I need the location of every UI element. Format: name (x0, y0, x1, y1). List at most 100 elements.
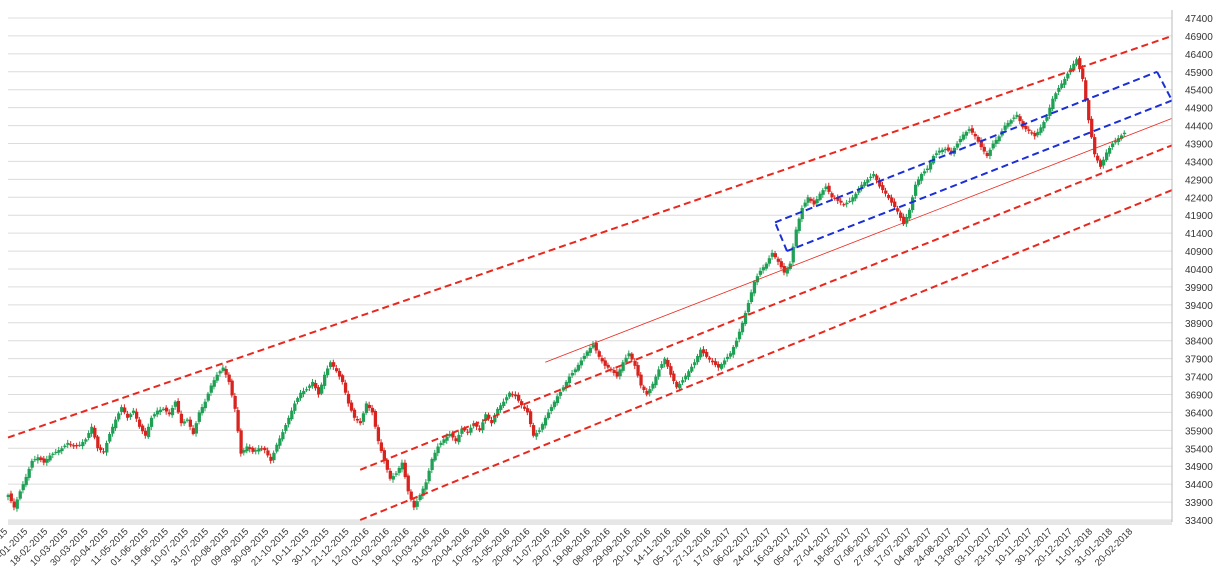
candle-body (1075, 59, 1079, 65)
candle-body (224, 369, 228, 375)
candle-body (117, 413, 121, 420)
y-tick-label: 38400 (1185, 337, 1213, 348)
candle-body (651, 383, 655, 389)
candle-body (702, 349, 706, 354)
candle-body (687, 371, 691, 378)
candle-body (185, 419, 190, 421)
candle-body (934, 153, 939, 155)
candle-body (925, 168, 930, 171)
candle-body (1054, 93, 1058, 99)
candle-body (478, 428, 482, 431)
candle-body (696, 355, 700, 363)
candle-body (132, 410, 136, 414)
channel-box-line (774, 70, 1158, 224)
candle-body (6, 494, 10, 498)
candle-body (579, 360, 583, 366)
candle-body (155, 410, 160, 415)
candle-body (475, 422, 479, 427)
y-tick-label: 45900 (1185, 68, 1213, 79)
candle-body (143, 430, 148, 436)
candle-body (818, 193, 822, 200)
candle-body (379, 442, 384, 451)
candle-body (1057, 87, 1061, 92)
y-tick-label: 42400 (1185, 193, 1213, 204)
candle-body (305, 389, 309, 391)
candle-body (588, 347, 592, 353)
candle-body (1081, 68, 1085, 79)
candle-body (299, 392, 303, 399)
candle-body (33, 459, 37, 461)
candle-body (320, 384, 324, 394)
candle-body (308, 385, 312, 388)
candle-body (451, 432, 455, 438)
candle-body (612, 370, 616, 373)
candle-body (899, 212, 903, 218)
candle-body (403, 462, 407, 477)
candle-body (603, 360, 607, 366)
candle-body (400, 462, 404, 470)
candle-body (254, 450, 258, 452)
candle-body (922, 171, 927, 174)
candle-body (448, 433, 452, 437)
candle-body (600, 358, 604, 362)
candle-body (331, 362, 336, 367)
candle-body (93, 427, 97, 438)
y-tick-label: 35900 (1185, 426, 1213, 437)
candle-body (669, 366, 673, 375)
candle-body (394, 473, 398, 475)
candle-body (340, 375, 345, 382)
candle-body (281, 432, 285, 440)
candle-body (123, 407, 127, 413)
trend-line (545, 118, 1173, 363)
candle-body (943, 148, 948, 151)
candle-body (460, 428, 464, 434)
candle-body (179, 413, 184, 424)
candle-body (893, 201, 897, 208)
candle-body (1102, 159, 1106, 166)
candle-body (788, 263, 792, 270)
candle-body (191, 428, 195, 434)
candle-body (1036, 131, 1040, 136)
y-tick-label: 44400 (1185, 122, 1213, 133)
candle-body (740, 322, 745, 333)
candle-body (517, 394, 521, 401)
candle-body (1030, 132, 1034, 134)
candle-body (45, 459, 49, 463)
candle-body (212, 380, 216, 387)
candle-body (636, 365, 640, 376)
candle-body (606, 364, 610, 368)
candle-body (833, 197, 837, 200)
candle-body (528, 411, 533, 425)
candle-body (364, 403, 369, 414)
candle-body (194, 423, 198, 434)
candle-body (1093, 137, 1097, 155)
candle-body (803, 202, 807, 207)
candle-body (561, 387, 566, 391)
candle-body (370, 407, 375, 413)
candle-body (1090, 118, 1094, 138)
candle-body (99, 447, 103, 451)
candle-body (284, 424, 288, 431)
candle-body (257, 448, 261, 452)
channel-box-line (786, 99, 1173, 253)
y-tick-label: 37400 (1185, 373, 1213, 384)
candle-body (1078, 58, 1082, 70)
candle-body (1006, 122, 1010, 127)
candle-body (597, 351, 601, 357)
candle-body (90, 426, 94, 434)
y-tick-label: 38900 (1185, 319, 1213, 330)
candle-body (388, 470, 392, 479)
candle-body (251, 447, 255, 452)
candle-body (361, 413, 366, 422)
candle-body (167, 412, 172, 415)
candle-body (797, 218, 801, 231)
candle-body (1099, 160, 1103, 167)
candle-body (349, 402, 354, 411)
candle-body (358, 421, 363, 424)
candle-body (1018, 116, 1022, 122)
candle-body (916, 179, 921, 185)
candle-body (716, 364, 721, 368)
candle-body (908, 209, 912, 219)
